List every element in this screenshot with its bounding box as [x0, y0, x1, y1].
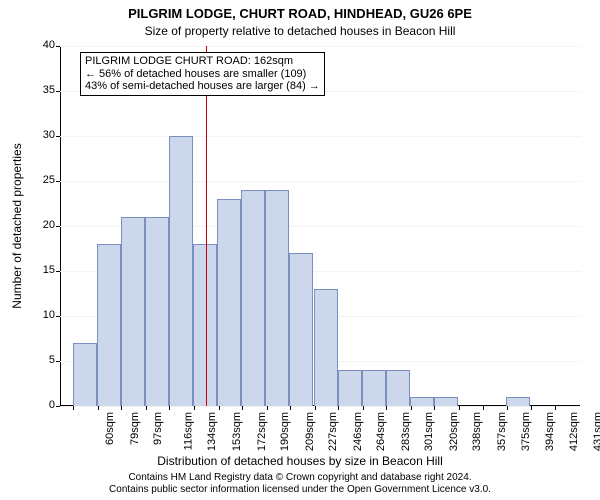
- ytick-mark: [56, 91, 60, 92]
- gridline: [60, 46, 580, 47]
- xtick-mark: [434, 406, 435, 410]
- annotation-line: PILGRIM LODGE CHURT ROAD: 162sqm: [85, 55, 320, 68]
- y-axis-label: Number of detached properties: [10, 143, 24, 308]
- ytick-mark: [56, 46, 60, 47]
- xtick-label: 172sqm: [256, 412, 268, 451]
- histogram-bar: [121, 217, 145, 406]
- xtick-mark: [290, 406, 291, 410]
- footer-line: Contains HM Land Registry data © Crown c…: [0, 472, 600, 484]
- ytick-mark: [56, 226, 60, 227]
- xtick-mark: [507, 406, 508, 410]
- xtick-label: 283sqm: [400, 412, 412, 451]
- histogram-bar: [314, 289, 338, 406]
- histogram-bar: [338, 370, 362, 406]
- xtick-mark: [338, 406, 339, 410]
- footer-line: Contains public sector information licen…: [0, 484, 600, 496]
- ytick-label: 15: [25, 264, 55, 276]
- xtick-mark: [146, 406, 147, 410]
- gridline: [60, 181, 580, 182]
- xtick-mark: [386, 406, 387, 410]
- xtick-label: 153sqm: [231, 412, 243, 451]
- histogram-bar: [506, 397, 530, 406]
- xtick-label: 60sqm: [104, 412, 116, 445]
- xtick-mark: [242, 406, 243, 410]
- ytick-label: 0: [25, 399, 55, 411]
- annotation-box: PILGRIM LODGE CHURT ROAD: 162sqm← 56% of…: [80, 52, 325, 96]
- ytick-label: 20: [25, 219, 55, 231]
- xtick-label: 209sqm: [304, 412, 316, 451]
- histogram-bar: [386, 370, 410, 406]
- footer: Contains HM Land Registry data © Crown c…: [0, 472, 600, 495]
- ytick-mark: [56, 181, 60, 182]
- xtick-label: 246sqm: [352, 412, 364, 451]
- xtick-label: 394sqm: [544, 412, 556, 451]
- xtick-label: 375sqm: [520, 412, 532, 451]
- xtick-label: 357sqm: [496, 412, 508, 451]
- xtick-mark: [411, 406, 412, 410]
- xtick-mark: [121, 406, 122, 410]
- reference-line: [206, 46, 207, 406]
- xtick-label: 227sqm: [327, 412, 339, 451]
- histogram-bar: [410, 397, 434, 406]
- xtick-mark: [531, 406, 532, 410]
- xtick-mark: [169, 406, 170, 410]
- ytick-mark: [56, 361, 60, 362]
- x-axis-label: Distribution of detached houses by size …: [0, 454, 600, 468]
- histogram-bar: [362, 370, 386, 406]
- xtick-mark: [219, 406, 220, 410]
- xtick-mark: [267, 406, 268, 410]
- xtick-mark: [555, 406, 556, 410]
- ytick-label: 35: [25, 84, 55, 96]
- xtick-mark: [483, 406, 484, 410]
- histogram-bar: [265, 190, 289, 406]
- figure: PILGRIM LODGE, CHURT ROAD, HINDHEAD, GU2…: [0, 0, 600, 500]
- xtick-label: 116sqm: [182, 412, 194, 450]
- gridline: [60, 406, 580, 407]
- xtick-mark: [459, 406, 460, 410]
- histogram-bar: [241, 190, 265, 406]
- ytick-label: 25: [25, 174, 55, 186]
- gridline: [60, 136, 580, 137]
- ytick-mark: [56, 316, 60, 317]
- xtick-label: 264sqm: [375, 412, 387, 451]
- ytick-label: 5: [25, 354, 55, 366]
- ytick-mark: [56, 271, 60, 272]
- xtick-mark: [363, 406, 364, 410]
- xtick-label: 412sqm: [568, 412, 580, 451]
- xtick-label: 190sqm: [279, 412, 291, 451]
- xtick-mark: [194, 406, 195, 410]
- xtick-label: 431sqm: [592, 412, 600, 451]
- histogram-bar: [289, 253, 313, 406]
- ytick-label: 30: [25, 129, 55, 141]
- xtick-label: 338sqm: [472, 412, 484, 451]
- xtick-label: 320sqm: [448, 412, 460, 451]
- xtick-label: 301sqm: [423, 412, 435, 451]
- annotation-line: ← 56% of detached houses are smaller (10…: [85, 68, 320, 81]
- chart-subtitle: Size of property relative to detached ho…: [0, 24, 600, 38]
- histogram-bar: [145, 217, 169, 406]
- ytick-label: 40: [25, 39, 55, 51]
- histogram-bar: [434, 397, 458, 406]
- xtick-label: 134sqm: [206, 412, 218, 451]
- xtick-mark: [98, 406, 99, 410]
- histogram-bar: [169, 136, 193, 406]
- histogram-bar: [217, 199, 241, 406]
- ytick-label: 10: [25, 309, 55, 321]
- chart-title: PILGRIM LODGE, CHURT ROAD, HINDHEAD, GU2…: [0, 6, 600, 21]
- xtick-label: 97sqm: [152, 412, 164, 445]
- histogram-bar: [73, 343, 97, 406]
- annotation-line: 43% of semi-detached houses are larger (…: [85, 80, 320, 93]
- ytick-mark: [56, 406, 60, 407]
- xtick-mark: [73, 406, 74, 410]
- xtick-mark: [315, 406, 316, 410]
- xtick-label: 79sqm: [129, 412, 141, 445]
- ytick-mark: [56, 136, 60, 137]
- histogram-bar: [97, 244, 121, 406]
- plot-area: 051015202530354060sqm79sqm97sqm116sqm134…: [60, 46, 580, 406]
